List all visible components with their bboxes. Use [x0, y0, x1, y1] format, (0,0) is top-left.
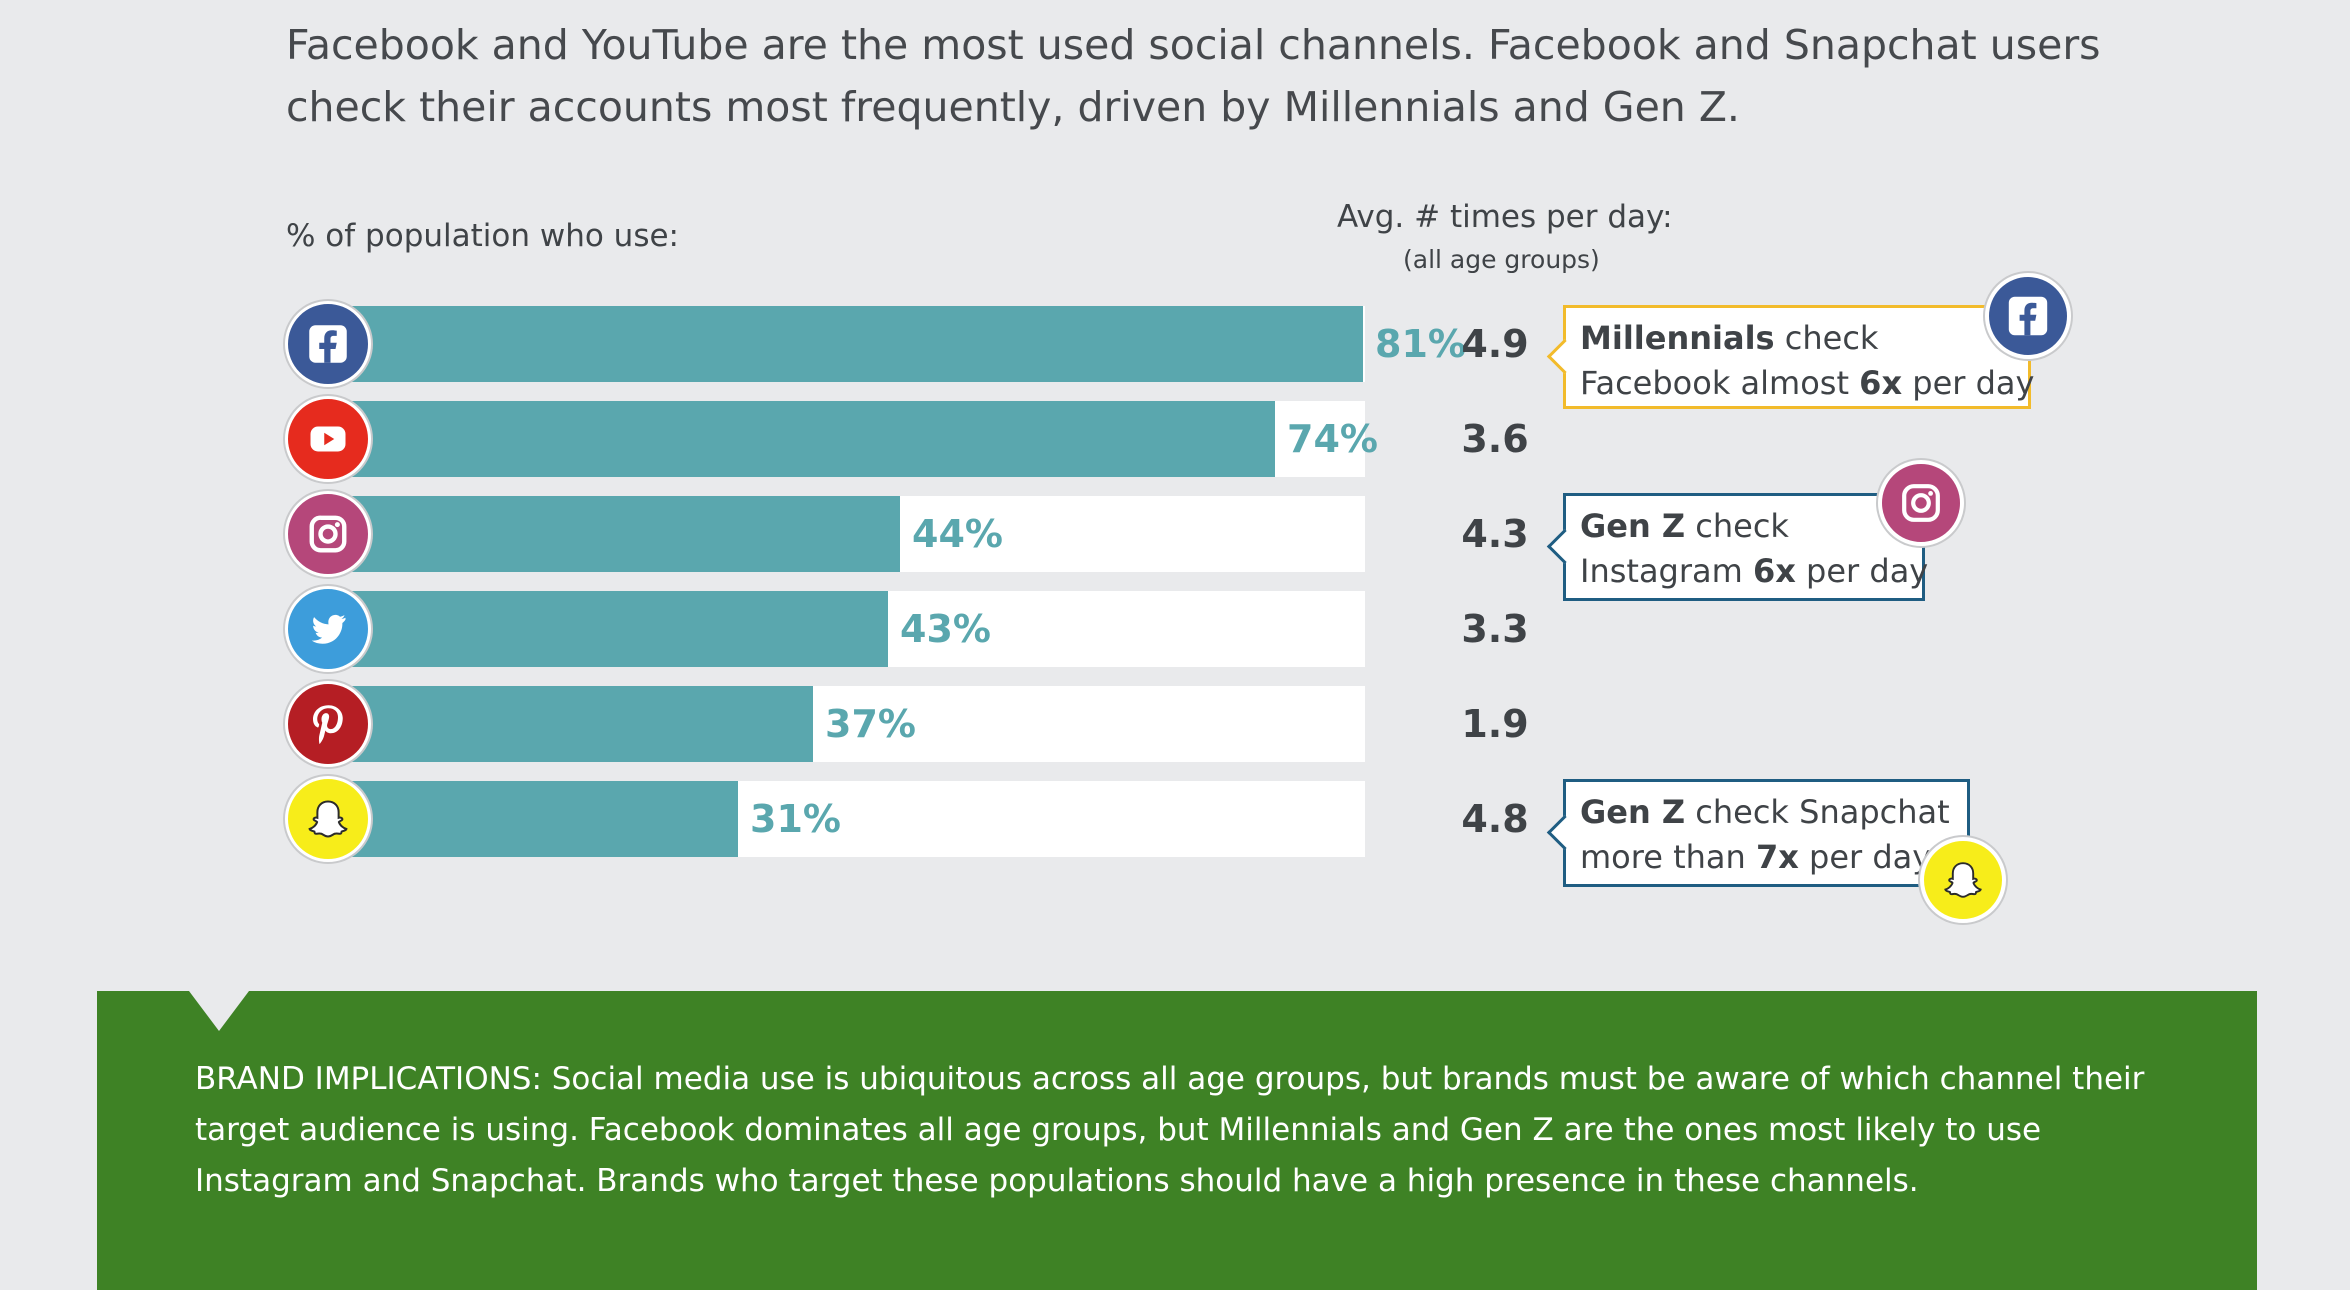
callout-bold: 6x: [1859, 364, 1903, 402]
avg-times-value: 3.6: [1461, 417, 1529, 461]
facebook-icon: [285, 301, 371, 387]
bar-snapchat: [350, 781, 738, 857]
instagram-icon: [285, 491, 371, 577]
brand-box-notch: [189, 991, 249, 1031]
callout-bold: Gen Z: [1580, 793, 1686, 831]
bar-instagram: [350, 496, 900, 572]
instagram-callout: Gen Z check Instagram 6x per day: [1546, 493, 1929, 601]
bar-value-label: 44%: [912, 512, 1003, 556]
chart-row-instagram: 44% 4.3: [0, 491, 2350, 577]
bar-value-label: 74%: [1287, 417, 1378, 461]
avg-times-value: 4.9: [1461, 322, 1529, 366]
snapchat-icon: [285, 776, 371, 862]
callout-text: check: [1685, 507, 1789, 545]
callout-bold: Millennials: [1580, 319, 1775, 357]
callout-bold: Gen Z: [1580, 507, 1686, 545]
bar-track: 44%: [350, 496, 1365, 572]
bar-value-label: 31%: [750, 797, 841, 841]
callout-bold: 6x: [1752, 552, 1796, 590]
snapchat-icon: [1920, 837, 2006, 923]
twitter-icon: [285, 586, 371, 672]
avg-times-value: 1.9: [1461, 702, 1529, 746]
bar-track: 81%: [350, 306, 1466, 382]
avg-times-value: 4.3: [1461, 512, 1529, 556]
bar-value-label: 43%: [900, 607, 991, 651]
chart-row-snapchat: 31% 4.8: [0, 776, 2350, 862]
facebook-icon: [1985, 273, 2071, 359]
chart-row-youtube: 74% 3.6: [0, 396, 2350, 482]
callout-text: more than: [1580, 838, 1756, 876]
callout-text: Facebook almost: [1580, 364, 1860, 402]
callout-text: Instagram: [1580, 552, 1753, 590]
youtube-icon: [285, 396, 371, 482]
bar-track: 37%: [350, 686, 1365, 762]
avg-times-label: Avg. # times per day:: [1337, 199, 1673, 235]
headline: Facebook and YouTube are the most used s…: [286, 21, 2101, 131]
instagram-icon: [1878, 460, 1964, 546]
chart-row-twitter: 43% 3.3: [0, 586, 2350, 672]
bar-facebook: [350, 306, 1363, 382]
avg-times-value: 4.8: [1461, 797, 1529, 841]
callout-text: per day: [1795, 552, 1929, 590]
brand-implications-text: BRAND IMPLICATIONS: Social media use is …: [195, 1061, 2145, 1199]
usage-axis-label: % of population who use:: [286, 218, 679, 254]
bar-value-label: 37%: [825, 702, 916, 746]
callout-bold: 7x: [1755, 838, 1799, 876]
bar-twitter: [350, 591, 888, 667]
bar-value-label: 81%: [1375, 322, 1466, 366]
pinterest-icon: [285, 681, 371, 767]
callout-text: check Snapchat: [1685, 793, 1950, 831]
bar-pinterest: [350, 686, 813, 762]
bar-track: 74%: [350, 401, 1378, 477]
avg-times-sublabel: (all age groups): [1403, 245, 1600, 274]
avg-times-value: 3.3: [1461, 607, 1529, 651]
snapchat-callout: Gen Z check Snapchat more than 7x per da…: [1546, 779, 1970, 887]
brand-implications-box: [97, 991, 2257, 1290]
bar-track: 31%: [350, 781, 1365, 857]
chart-row-pinterest: 37% 1.9: [0, 681, 2350, 767]
callout-text: per day: [1902, 364, 2035, 402]
chart-row-facebook: 81% 4.9: [0, 301, 2350, 387]
callout-text: per day: [1798, 838, 1932, 876]
bar-youtube: [350, 401, 1275, 477]
facebook-callout: Millennials check Facebook almost 6x per…: [1546, 305, 2035, 409]
callout-text: check: [1774, 319, 1879, 357]
bar-track: 43%: [350, 591, 1365, 667]
